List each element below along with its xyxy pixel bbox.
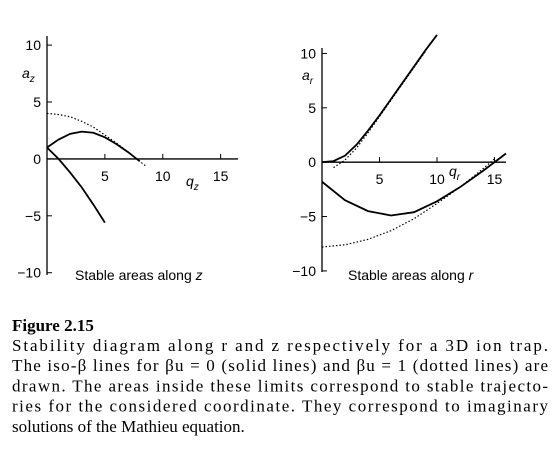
y-tick-label: 5 (308, 100, 316, 116)
y-tick-label: 10 (300, 45, 316, 61)
y-tick-label: −10 (17, 265, 41, 281)
curve (321, 34, 438, 164)
y-tick-label: 10 (25, 37, 41, 53)
ylabel-sub: r (310, 76, 314, 87)
ylabel-base: a (302, 67, 310, 83)
caption-line: ries for the considered coordinate. They… (12, 397, 549, 416)
x-tick-label: 5 (101, 168, 109, 184)
caption-line: Stability diagram along r and z respecti… (12, 336, 548, 355)
y-tick-label: 0 (33, 151, 41, 167)
y-tick-label: 5 (33, 94, 41, 110)
curve (321, 158, 495, 248)
ylabel: ar (302, 67, 314, 87)
xlabel-base: q (449, 163, 457, 179)
ylabel-sub: z (29, 74, 35, 85)
curve (46, 146, 106, 224)
y-tick-label: −5 (300, 209, 316, 225)
x-tick-label: 10 (155, 168, 171, 184)
x-tick-label: 10 (429, 171, 445, 187)
curve (333, 50, 426, 169)
annotation: Stable areas along r (348, 267, 475, 283)
figure-label: Figure 2.15 (12, 316, 94, 335)
caption-line: solutions of the Mathieu equation. (12, 417, 245, 436)
curve (321, 152, 507, 217)
xlabel: qz (186, 173, 199, 193)
x-tick-label: 15 (487, 171, 503, 187)
x-tick-label: 5 (376, 171, 384, 187)
y-tick-label: −5 (25, 208, 41, 224)
annotation-var: r (469, 267, 475, 283)
ylabel-base: a (22, 65, 30, 81)
curve (46, 130, 141, 162)
annotation-text: Stable areas along (75, 267, 196, 283)
y-tick-label: 0 (308, 154, 316, 170)
ylabel: az (22, 65, 35, 85)
y-tick-label: −10 (292, 263, 316, 279)
caption-line: The iso-β lines for βu = 0 (solid lines)… (12, 356, 548, 375)
annotation-var: z (195, 267, 203, 283)
xlabel-sub: z (193, 182, 199, 193)
annotation-text: Stable areas along (348, 267, 469, 283)
x-tick-label: 15 (213, 168, 229, 184)
curve (46, 112, 146, 167)
caption-line: drawn. The areas inside these limits cor… (12, 376, 548, 395)
xlabel-base: q (186, 173, 194, 189)
xlabel: qr (449, 163, 461, 183)
annotation: Stable areas along z (75, 267, 203, 283)
xlabel-sub: r (457, 172, 461, 183)
